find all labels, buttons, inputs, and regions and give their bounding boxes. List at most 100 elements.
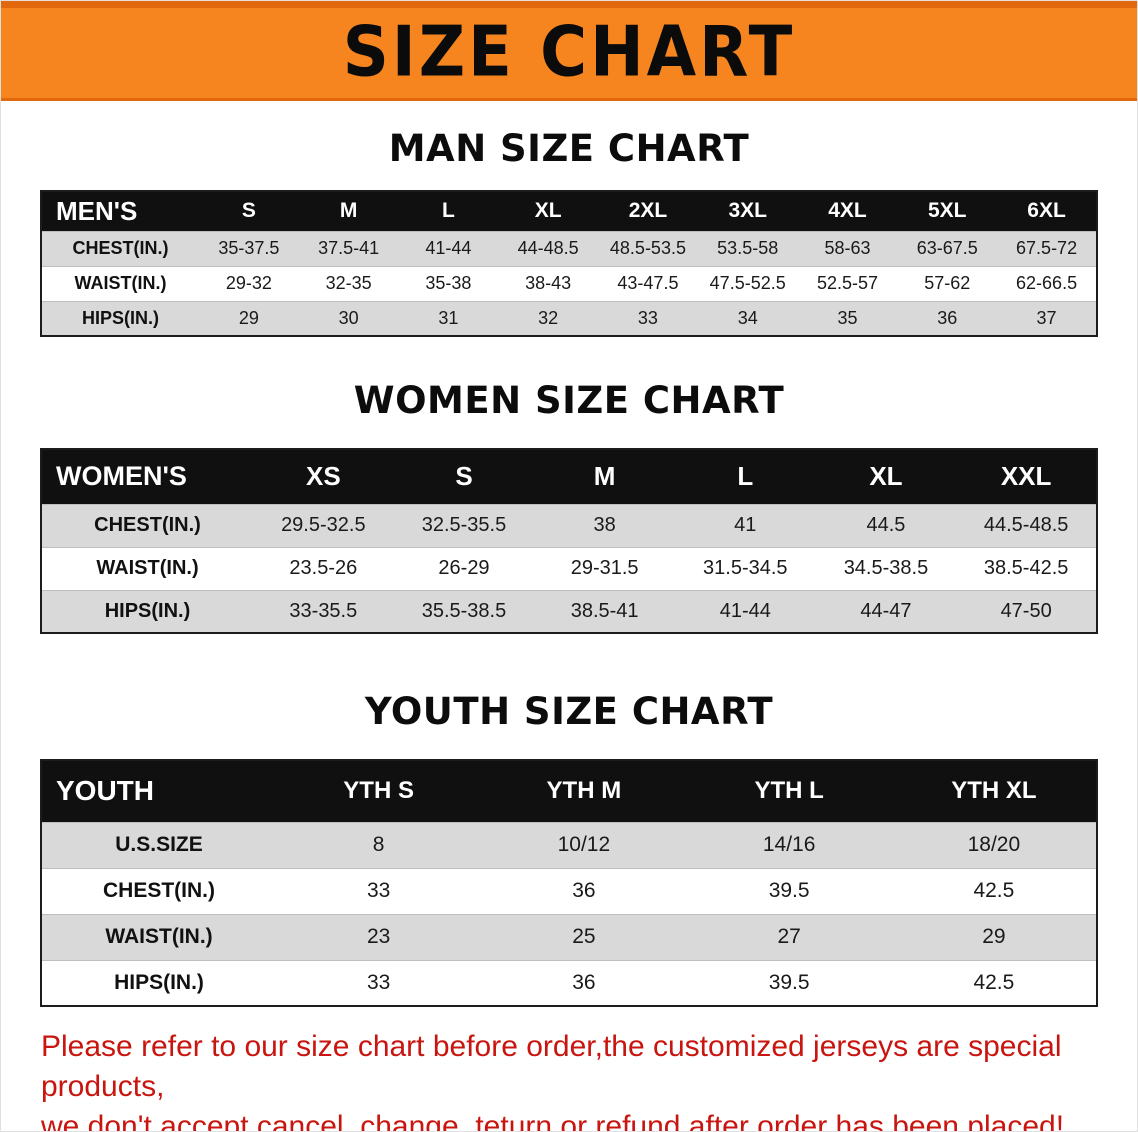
- youth-table-row: HIPS(IN.) 33 36 39.5 42.5: [41, 959, 1097, 1006]
- cell-value: 41-44: [398, 230, 499, 266]
- men-size-column-header: 2XL: [598, 191, 698, 231]
- men-header-row: MEN'S S M L XL 2XL 3XL 4XL 5XL 6XL: [41, 191, 1097, 231]
- banner: SIZE CHART: [1, 1, 1137, 101]
- row-label: HIPS(IN.): [41, 589, 253, 633]
- youth-section-heading: YOUTH SIZE CHART: [364, 690, 774, 733]
- cell-value: 32: [498, 300, 599, 336]
- men-table-row: WAIST(IN.) 29-32 32-35 35-38 38-43 43-47.5 47.…: [41, 265, 1097, 301]
- women-table-row: WAIST(IN.) 23.5-26 26-29 29-31.5 31.5-34.5 34…: [41, 546, 1097, 590]
- men-size-column-header: L: [398, 191, 499, 231]
- row-label: CHEST(IN.): [41, 503, 253, 547]
- row-label: WAIST(IN.): [41, 913, 276, 960]
- cell-value: 33: [276, 867, 482, 914]
- youth-table-row: U.S.SIZE 8 10/12 14/16 18/20: [41, 821, 1097, 868]
- women-table-row: CHEST(IN.) 29.5-32.5 32.5-35.5 38 41 44.5 44.5…: [41, 503, 1097, 547]
- cell-value: 58-63: [797, 230, 898, 266]
- cell-value: 33: [276, 959, 482, 1006]
- men-size-column-header: S: [199, 191, 299, 231]
- cell-value: 23.5-26: [253, 546, 394, 590]
- section-women: WOMEN SIZE CHART WOMEN'S XS S M L XL XXL CHEST(I…: [1, 379, 1137, 634]
- row-label: WAIST(IN.): [41, 265, 199, 301]
- women-size-column-header: XXL: [956, 449, 1097, 504]
- cell-value: 37.5-41: [298, 230, 399, 266]
- youth-size-table: YOUTH YTH S YTH M YTH L YTH XL U.S.SIZE 8 10/12…: [40, 759, 1098, 1007]
- cell-value: 32.5-35.5: [393, 503, 535, 547]
- cell-value: 38: [534, 503, 675, 547]
- cell-value: 39.5: [686, 959, 892, 1006]
- row-label: U.S.SIZE: [41, 821, 276, 868]
- cell-value: 31.5-34.5: [674, 546, 816, 590]
- women-table-row: HIPS(IN.) 33-35.5 35.5-38.5 38.5-41 41-44 44-…: [41, 589, 1097, 633]
- men-size-column-header: 5XL: [897, 191, 998, 231]
- section-youth: YOUTH SIZE CHART YOUTH YTH S YTH M YTH L YTH …: [1, 690, 1137, 1007]
- cell-value: 39.5: [686, 867, 892, 914]
- cell-value: 18/20: [891, 821, 1097, 868]
- men-size-column-header: 6XL: [997, 191, 1097, 231]
- cell-value: 38-43: [498, 265, 599, 301]
- row-label: HIPS(IN.): [41, 300, 199, 336]
- cell-value: 42.5: [891, 867, 1097, 914]
- cell-value: 33: [598, 300, 698, 336]
- cell-value: 44.5-48.5: [956, 503, 1097, 547]
- youth-size-column-header: YTH L: [686, 760, 892, 822]
- cell-value: 41-44: [674, 589, 816, 633]
- women-size-column-header: L: [674, 449, 816, 504]
- cell-value: 62-66.5: [997, 265, 1097, 301]
- women-size-column-header: M: [534, 449, 675, 504]
- cell-value: 25: [481, 913, 687, 960]
- cell-value: 47.5-52.5: [697, 265, 798, 301]
- cell-value: 44-47: [815, 589, 957, 633]
- cell-value: 26-29: [393, 546, 535, 590]
- women-size-column-header: XS: [253, 449, 394, 504]
- women-table-title: WOMEN'S: [41, 449, 253, 504]
- cell-value: 29: [199, 300, 299, 336]
- cell-value: 38.5-42.5: [956, 546, 1097, 590]
- cell-value: 41: [674, 503, 816, 547]
- cell-value: 30: [298, 300, 399, 336]
- cell-value: 35-37.5: [199, 230, 299, 266]
- cell-value: 35.5-38.5: [393, 589, 535, 633]
- row-label: CHEST(IN.): [41, 867, 276, 914]
- cell-value: 33-35.5: [253, 589, 394, 633]
- cell-value: 23: [276, 913, 482, 960]
- cell-value: 10/12: [481, 821, 687, 868]
- cell-value: 44.5: [815, 503, 957, 547]
- youth-table-row: CHEST(IN.) 33 36 39.5 42.5: [41, 867, 1097, 914]
- cell-value: 37: [997, 300, 1097, 336]
- cell-value: 32-35: [298, 265, 399, 301]
- cell-value: 27: [686, 913, 892, 960]
- cell-value: 29: [891, 913, 1097, 960]
- women-header-row: WOMEN'S XS S M L XL XXL: [41, 449, 1097, 504]
- men-size-table: MEN'S S M L XL 2XL 3XL 4XL 5XL 6XL CHEST(IN.) 35-37…: [40, 190, 1098, 337]
- cell-value: 31: [398, 300, 499, 336]
- cell-value: 34: [697, 300, 798, 336]
- men-size-column-header: XL: [498, 191, 599, 231]
- cell-value: 36: [481, 959, 687, 1006]
- cell-value: 29-32: [199, 265, 299, 301]
- cell-value: 63-67.5: [897, 230, 998, 266]
- cell-value: 36: [481, 867, 687, 914]
- youth-size-column-header: YTH S: [276, 760, 482, 822]
- men-section-heading: MAN SIZE CHART: [388, 127, 750, 170]
- youth-table-title: YOUTH: [41, 760, 276, 822]
- women-size-table: WOMEN'S XS S M L XL XXL CHEST(IN.) 29.5-32.5 32.5…: [40, 448, 1098, 634]
- section-men: MAN SIZE CHART MEN'S S M L XL 2XL 3XL 4XL 5XL 6XL C…: [1, 127, 1137, 337]
- sections-container: MAN SIZE CHART MEN'S S M L XL 2XL 3XL 4XL 5XL 6XL C…: [1, 127, 1137, 1007]
- row-label: CHEST(IN.): [41, 230, 199, 266]
- men-table-row: CHEST(IN.) 35-37.5 37.5-41 41-44 44-48.5 48.5…: [41, 230, 1097, 266]
- cell-value: 35: [797, 300, 898, 336]
- youth-size-column-header: YTH M: [481, 760, 687, 822]
- cell-value: 57-62: [897, 265, 998, 301]
- youth-size-column-header: YTH XL: [891, 760, 1097, 822]
- women-section-heading: WOMEN SIZE CHART: [353, 379, 785, 422]
- cell-value: 53.5-58: [697, 230, 798, 266]
- cell-value: 52.5-57: [797, 265, 898, 301]
- notice-line-2: we don't accept cancel, change, teturn o…: [41, 1110, 1065, 1132]
- cell-value: 67.5-72: [997, 230, 1097, 266]
- youth-table-row: WAIST(IN.) 23 25 27 29: [41, 913, 1097, 960]
- cell-value: 34.5-38.5: [815, 546, 957, 590]
- cell-value: 8: [276, 821, 482, 868]
- row-label: HIPS(IN.): [41, 959, 276, 1006]
- women-size-column-header: XL: [815, 449, 957, 504]
